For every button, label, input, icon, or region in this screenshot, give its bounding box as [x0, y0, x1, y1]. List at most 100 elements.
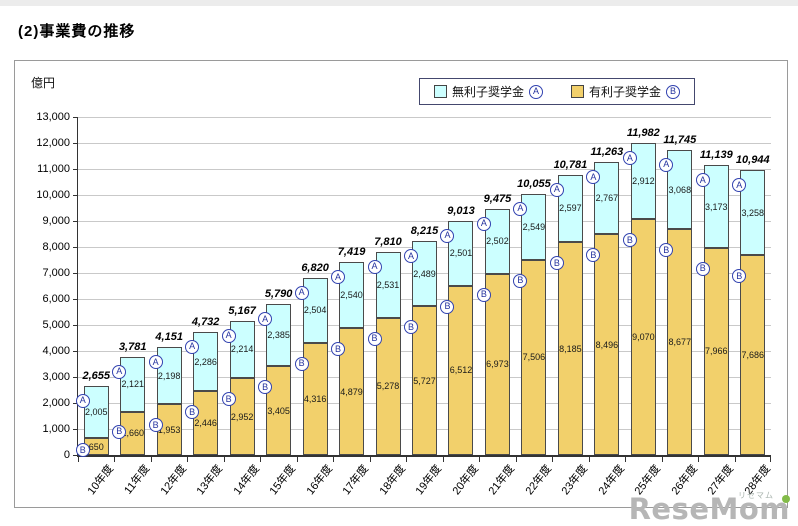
marker-circle-b: B	[476, 287, 491, 302]
marker-circle-a: A	[732, 178, 747, 193]
marker-circle-b: B	[221, 392, 236, 407]
legend-swatch	[433, 85, 447, 98]
marker-circle-a: A	[367, 259, 382, 274]
y-axis-tick	[73, 142, 78, 144]
marker-circle-b: B	[148, 418, 163, 433]
marker-circle-b: B	[513, 273, 528, 288]
bar-value-murishi: 2,286	[194, 356, 217, 367]
bar-value-murishi: 3,258	[741, 207, 765, 218]
bar-value-murishi: 2,531	[376, 279, 400, 290]
bar-total-label: 11,263	[590, 146, 624, 159]
bar-total-label: 3,781	[118, 340, 147, 353]
bar-value-yuurishi: 6,973	[486, 359, 509, 370]
bar-total-label: 6,820	[301, 261, 329, 274]
marker-circle-b: B	[404, 320, 418, 335]
x-axis-tick	[369, 457, 371, 462]
y-axis-tick-label: 1,000	[42, 423, 70, 435]
marker-circle-a: A	[294, 285, 309, 300]
marker-circle-a: A	[476, 216, 491, 231]
y-axis-tick-label: 0	[63, 449, 70, 461]
y-axis-tick-label: 13,000	[36, 111, 70, 123]
x-axis-label: 12年度	[158, 462, 190, 498]
y-axis-tick	[73, 324, 78, 326]
x-axis-tick	[552, 457, 554, 462]
bar-value-yuurishi: 7,966	[705, 346, 728, 357]
legend-marker-b: B	[666, 84, 680, 99]
bar-value-yuurishi: 5,278	[376, 381, 400, 392]
bar-value-yuurishi: 1,660	[121, 428, 144, 439]
bar-segment-yuurishi	[630, 219, 656, 455]
top-strip	[0, 0, 798, 6]
y-axis-tick	[73, 428, 78, 430]
bar-value-yuurishi: 2,952	[230, 411, 254, 422]
y-axis-tick	[73, 272, 78, 274]
y-axis-unit-label: 億円	[31, 76, 56, 90]
y-gridline	[78, 220, 771, 222]
x-axis-label: 14年度	[231, 462, 262, 498]
bar-value-yuurishi: 3,405	[267, 405, 290, 416]
bar-total-label: 11,745	[663, 133, 697, 146]
y-axis-tick-label: 5,000	[42, 319, 70, 331]
bar-segment-murishi	[83, 385, 109, 439]
marker-circle-a: A	[513, 201, 528, 216]
marker-circle-b: B	[258, 380, 273, 395]
x-axis-tick	[442, 457, 444, 462]
x-axis-tick	[114, 457, 116, 462]
resemom-logo: リセマム ReseMom	[628, 491, 790, 526]
marker-circle-b: B	[659, 243, 674, 258]
legend-swatch	[570, 85, 584, 98]
y-axis-tick-label: 4,000	[42, 345, 70, 357]
bar-value-yuurishi: 9,070	[632, 332, 655, 343]
bar-value-murishi: 2,912	[632, 176, 655, 187]
y-axis-tick-label: 8,000	[42, 241, 70, 253]
bar-value-murishi: 2,214	[230, 344, 254, 355]
x-axis-tick	[78, 457, 79, 462]
bar-value-yuurishi: 2,446	[194, 418, 217, 429]
bar-value-yuurishi: 8,185	[559, 343, 582, 354]
x-axis-label: 24年度	[596, 462, 627, 498]
marker-circle-a: A	[549, 182, 564, 197]
bar-value-yuurishi: 7,506	[522, 352, 546, 363]
bar-value-yuurishi: 4,316	[303, 393, 327, 404]
bar-value-murishi: 2,767	[595, 193, 619, 204]
y-axis-tick-label: 10,000	[36, 189, 70, 201]
x-axis-label: 20年度	[450, 462, 481, 498]
y-axis-tick	[73, 220, 78, 222]
bar-value-yuurishi: 4,879	[340, 386, 363, 397]
x-axis-tick	[479, 457, 481, 462]
bar-total-label: 8,215	[410, 225, 439, 238]
y-gridline	[78, 142, 771, 144]
marker-circle-a: A	[112, 364, 127, 379]
y-axis-tick-label: 9,000	[42, 215, 70, 227]
marker-circle-a: A	[75, 393, 90, 408]
x-axis-label: 18年度	[377, 462, 408, 498]
chart-legend: 無利子奨学金 A 有利子奨学金 B	[418, 78, 695, 105]
x-axis-tick	[698, 457, 700, 462]
bar-total-label: 7,810	[374, 235, 402, 248]
marker-circle-b: B	[695, 261, 710, 276]
bar-segment-yuurishi	[594, 234, 620, 455]
bar-value-murishi: 2,385	[267, 330, 290, 341]
bar-segment-yuurishi	[557, 242, 583, 455]
marker-circle-b: B	[440, 299, 455, 314]
y-axis-tick-label: 6,000	[42, 293, 70, 305]
bar-segment-yuurishi	[667, 229, 693, 455]
bar-segment-yuurishi	[521, 259, 547, 455]
marker-circle-b: B	[75, 443, 90, 458]
bar-total-label: 4,732	[191, 315, 220, 328]
y-axis-tick	[73, 298, 78, 300]
marker-circle-a: A	[659, 157, 674, 172]
x-axis-tick	[770, 457, 771, 462]
resemom-logo-text: ReseMom	[628, 492, 790, 526]
bar-total-label: 9,475	[483, 192, 512, 205]
marker-circle-a: A	[440, 228, 455, 243]
bar-value-yuurishi: 650	[88, 441, 104, 452]
x-axis-tick	[406, 457, 408, 462]
bar-total-label: 5,167	[228, 304, 256, 317]
bar-value-yuurishi: 1,953	[157, 424, 181, 435]
marker-circle-a: A	[622, 151, 637, 166]
bar-segment-yuurishi	[448, 285, 474, 455]
marker-circle-b: B	[549, 256, 564, 271]
bar-segment-yuurishi	[703, 247, 729, 455]
marker-circle-a: A	[586, 170, 601, 185]
